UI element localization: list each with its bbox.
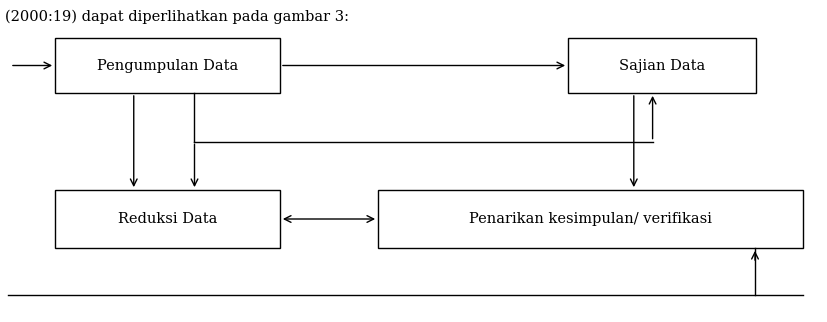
Text: Sajian Data: Sajian Data (618, 59, 705, 72)
Text: Reduksi Data: Reduksi Data (117, 212, 217, 226)
FancyBboxPatch shape (378, 190, 802, 248)
Text: Penarikan kesimpulan/ verifikasi: Penarikan kesimpulan/ verifikasi (468, 212, 711, 226)
FancyBboxPatch shape (567, 38, 755, 93)
FancyBboxPatch shape (55, 38, 280, 93)
FancyBboxPatch shape (55, 190, 280, 248)
Text: Pengumpulan Data: Pengumpulan Data (97, 59, 238, 72)
Text: (2000:19) dapat diperlihatkan pada gambar 3:: (2000:19) dapat diperlihatkan pada gamba… (5, 10, 348, 24)
